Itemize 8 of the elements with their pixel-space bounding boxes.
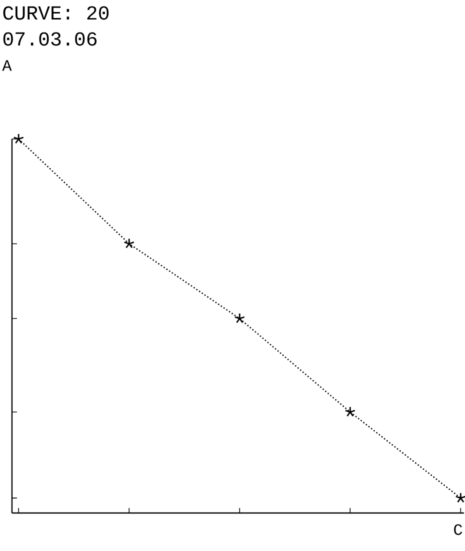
chart-title: CURVE: 20 <box>3 6 108 20</box>
x-axis-title: C <box>454 524 462 536</box>
point <box>234 312 245 324</box>
point <box>455 492 465 503</box>
point <box>344 406 356 417</box>
y-axis-title: A <box>2 60 12 71</box>
chart-subtitle: 07.03.06 <box>3 32 96 46</box>
point <box>123 238 134 248</box>
